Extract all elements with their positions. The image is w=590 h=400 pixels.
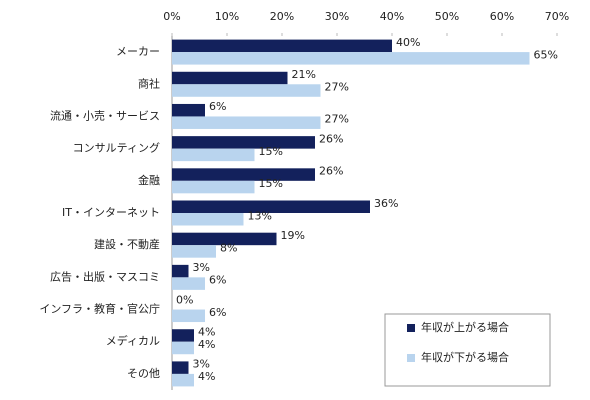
category-label: 商社	[138, 76, 160, 90]
legend-swatch	[407, 324, 415, 332]
value-label: 26%	[319, 132, 343, 145]
value-label: 0%	[176, 293, 193, 306]
category-label: IT・インターネット	[62, 206, 160, 219]
bar	[172, 341, 194, 355]
bar	[172, 373, 194, 387]
value-label: 3%	[193, 358, 210, 371]
value-label: 26%	[319, 165, 343, 178]
value-label: 4%	[198, 370, 215, 383]
value-label: 4%	[198, 325, 215, 338]
category-label: その他	[127, 367, 160, 380]
bar	[172, 309, 205, 323]
value-label: 15%	[259, 177, 283, 190]
value-label: 13%	[248, 209, 272, 222]
category-label: コンサルティング	[73, 141, 160, 155]
x-tick-label: 20%	[270, 10, 294, 23]
value-label: 40%	[396, 36, 420, 49]
legend-label: 年収が下がる場合	[421, 350, 509, 364]
bar	[172, 264, 189, 278]
x-tick-label: 30%	[325, 10, 349, 23]
value-label: 65%	[534, 48, 558, 61]
category-label: 金融	[138, 173, 160, 187]
x-tick-label: 60%	[490, 10, 514, 23]
x-tick-label: 40%	[380, 10, 404, 23]
legend-swatch	[407, 354, 415, 362]
value-label: 6%	[209, 100, 226, 113]
value-label: 8%	[220, 241, 237, 254]
value-label: 4%	[198, 338, 215, 351]
category-label: インフラ・教育・官公庁	[39, 302, 160, 316]
bar	[172, 180, 255, 194]
value-label: 21%	[292, 68, 316, 81]
bar	[172, 329, 194, 342]
value-label: 3%	[193, 261, 210, 274]
bar	[172, 168, 315, 181]
value-label: 15%	[259, 145, 283, 158]
bar	[172, 148, 255, 162]
category-label: メディカル	[106, 334, 160, 348]
bar	[172, 71, 288, 85]
bar	[172, 39, 392, 53]
x-tick-label: 10%	[215, 10, 239, 23]
bar	[172, 245, 216, 258]
category-label: 広告・出版・マスコミ	[50, 269, 160, 283]
bar	[172, 213, 244, 226]
bar	[172, 136, 315, 149]
bar	[172, 103, 205, 117]
bar	[172, 116, 321, 129]
category-label: メーカー	[116, 45, 160, 58]
bar	[172, 84, 321, 97]
category-label: 流通・小売・サービス	[50, 108, 160, 122]
bar	[172, 52, 530, 65]
bar	[172, 200, 370, 213]
legend-label: 年収が上がる場合	[421, 320, 509, 334]
category-label: 建設・不動産	[94, 237, 160, 251]
value-label: 36%	[374, 197, 398, 210]
bar	[172, 277, 205, 290]
value-label: 27%	[325, 81, 349, 94]
bar	[172, 361, 189, 374]
value-label: 6%	[209, 306, 226, 319]
x-tick-label: 0%	[163, 10, 180, 23]
value-label: 27%	[325, 113, 349, 126]
value-label: 6%	[209, 274, 226, 287]
x-tick-label: 50%	[435, 10, 459, 23]
x-tick-label: 70%	[545, 10, 569, 23]
value-label: 19%	[281, 229, 305, 242]
bar	[172, 232, 277, 246]
